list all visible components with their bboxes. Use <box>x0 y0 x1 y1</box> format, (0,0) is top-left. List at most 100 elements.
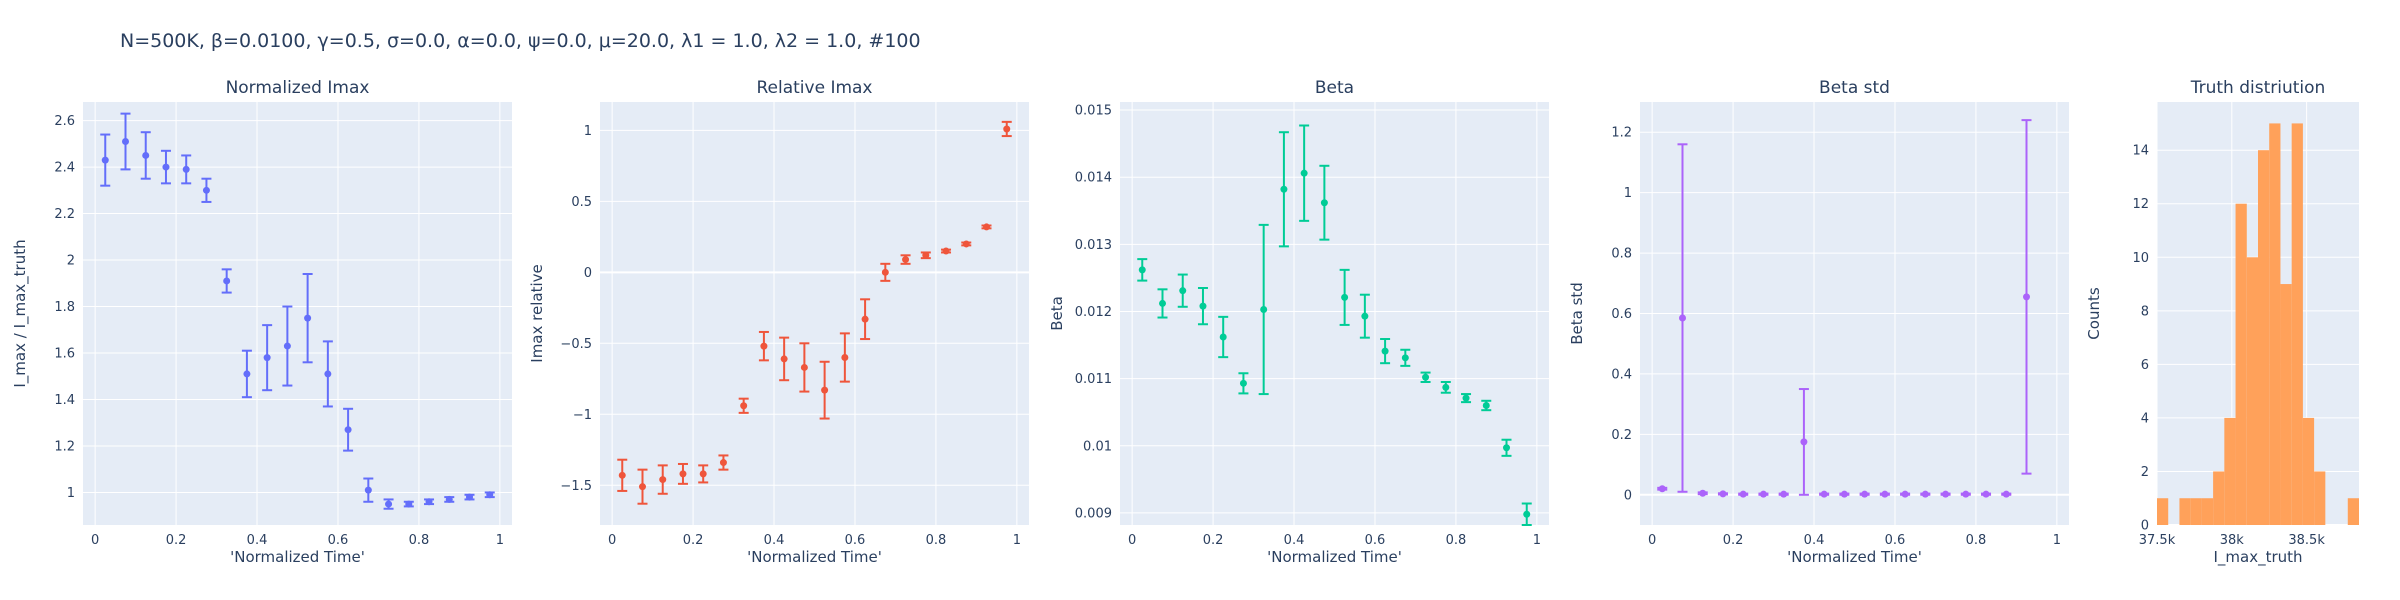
y-axis-title: Imax relative <box>528 264 546 362</box>
subplot-2: −1.5 −1 −0.5 0 0.5 1 0 0.2 0.4 0.6 0.8 1 Relative Im… <box>528 78 1029 566</box>
data-point <box>618 471 626 479</box>
data-point <box>1462 394 1470 402</box>
y-tick-label: 2 <box>2141 465 2149 480</box>
histogram-bar <box>2235 203 2247 525</box>
data-point <box>243 370 251 378</box>
y-tick-label: 0.8 <box>1611 247 1632 262</box>
histogram-bar <box>2347 498 2359 525</box>
data-point <box>324 370 332 378</box>
data-point <box>1699 489 1707 497</box>
data-point <box>1780 490 1788 498</box>
data-point <box>1942 490 1950 498</box>
x-axis-title: I_max_truth <box>2213 548 2302 567</box>
y-tick-label: −1 <box>573 408 592 423</box>
subplot-title: Truth distriution <box>2190 78 2326 98</box>
data-point <box>1179 287 1187 295</box>
y-tick-label: 0.012 <box>1075 305 1112 320</box>
histogram-bar <box>2269 123 2281 525</box>
x-tick-label: 0.8 <box>1966 533 1987 548</box>
data-point <box>142 151 150 159</box>
data-point <box>223 277 231 285</box>
histogram-bar <box>2302 417 2315 525</box>
data-point <box>1341 293 1349 301</box>
x-tick-label: 0.6 <box>1365 533 1386 548</box>
y-tick-label: −0.5 <box>560 337 592 352</box>
y-tick-label: 0.01 <box>1083 439 1112 454</box>
data-point <box>760 342 768 350</box>
x-tick-label: 0.4 <box>764 533 785 548</box>
data-point <box>1523 510 1531 518</box>
histogram-bar <box>2157 498 2169 525</box>
y-tick-label: 14 <box>2132 144 2149 159</box>
y-tick-label: 1.2 <box>54 439 75 454</box>
x-tick-label: 1 <box>2053 533 2061 548</box>
x-tick-label: 1 <box>1533 533 1541 548</box>
data-point <box>821 386 829 394</box>
y-tick-label: 0 <box>1624 488 1632 503</box>
data-point <box>1678 314 1686 322</box>
x-tick-label: 0 <box>608 533 616 548</box>
x-tick-label: 0.4 <box>1804 533 1825 548</box>
y-tick-label: 1.6 <box>54 347 75 362</box>
data-point <box>263 354 271 362</box>
x-tick-label: 0.2 <box>1723 533 1744 548</box>
x-axis-title: 'Normalized Time' <box>1787 548 1922 566</box>
y-tick-label: 6 <box>2141 358 2149 373</box>
data-point <box>719 459 727 467</box>
y-tick-label: 0.6 <box>1611 307 1632 322</box>
data-point <box>405 500 413 508</box>
data-point <box>1381 347 1389 355</box>
data-point <box>486 491 494 499</box>
data-point <box>800 363 808 371</box>
x-tick-label: 0.6 <box>1885 533 1906 548</box>
y-tick-label: 0.013 <box>1075 238 1112 253</box>
data-point <box>1300 169 1308 177</box>
y-tick-label: 1 <box>1624 186 1632 201</box>
y-tick-label: 0.4 <box>1611 367 1632 382</box>
data-point <box>1280 185 1288 193</box>
data-point <box>1881 490 1889 498</box>
x-tick-label: 0.8 <box>1446 533 1467 548</box>
data-point <box>1800 438 1808 446</box>
data-point <box>1962 490 1970 498</box>
histogram-bar <box>2314 471 2326 525</box>
y-tick-label: 1.2 <box>1611 126 1632 141</box>
data-point <box>466 493 474 501</box>
data-point <box>1901 490 1909 498</box>
data-point <box>1658 485 1666 493</box>
y-tick-label: 12 <box>2132 197 2149 212</box>
y-axis-title: Beta <box>1048 296 1066 331</box>
subplot-5: 0 2 4 6 8 10 12 14 37.5k 38k 38.5k Truth distriutio… <box>2085 78 2359 567</box>
x-axis-title: 'Normalized Time' <box>747 548 882 566</box>
y-tick-label: 0 <box>584 266 592 281</box>
y-tick-label: 8 <box>2141 304 2149 319</box>
y-tick-label: 0 <box>2141 519 2149 534</box>
y-tick-label: 0.009 <box>1075 506 1112 521</box>
plot-background <box>600 102 1029 525</box>
y-axis-title: Beta std <box>1568 282 1586 345</box>
x-tick-label: 0.6 <box>328 533 349 548</box>
data-point <box>962 240 970 248</box>
figure-title: N=500K, β=0.0100, γ=0.5, σ=0.0, α=0.0, ψ… <box>120 30 921 52</box>
y-tick-label: 0.2 <box>1611 428 1632 443</box>
data-point <box>162 163 170 171</box>
data-point <box>1138 266 1146 274</box>
data-point <box>1503 444 1511 452</box>
y-tick-label: 0.014 <box>1075 171 1112 186</box>
x-axis-title: 'Normalized Time' <box>1267 548 1402 566</box>
data-point <box>425 498 433 506</box>
y-tick-label: 1 <box>584 124 592 139</box>
x-tick-label: 0.6 <box>845 533 866 548</box>
data-point <box>202 186 210 194</box>
x-tick-label: 0 <box>1128 533 1136 548</box>
x-tick-label: 1 <box>1013 533 1021 548</box>
data-point <box>1719 490 1727 498</box>
data-point <box>1840 490 1848 498</box>
data-point <box>740 402 748 410</box>
data-point <box>385 500 393 508</box>
histogram-bar <box>2179 498 2191 525</box>
histogram-bar <box>2201 498 2214 525</box>
data-point <box>1820 490 1828 498</box>
data-point <box>1739 490 1747 498</box>
